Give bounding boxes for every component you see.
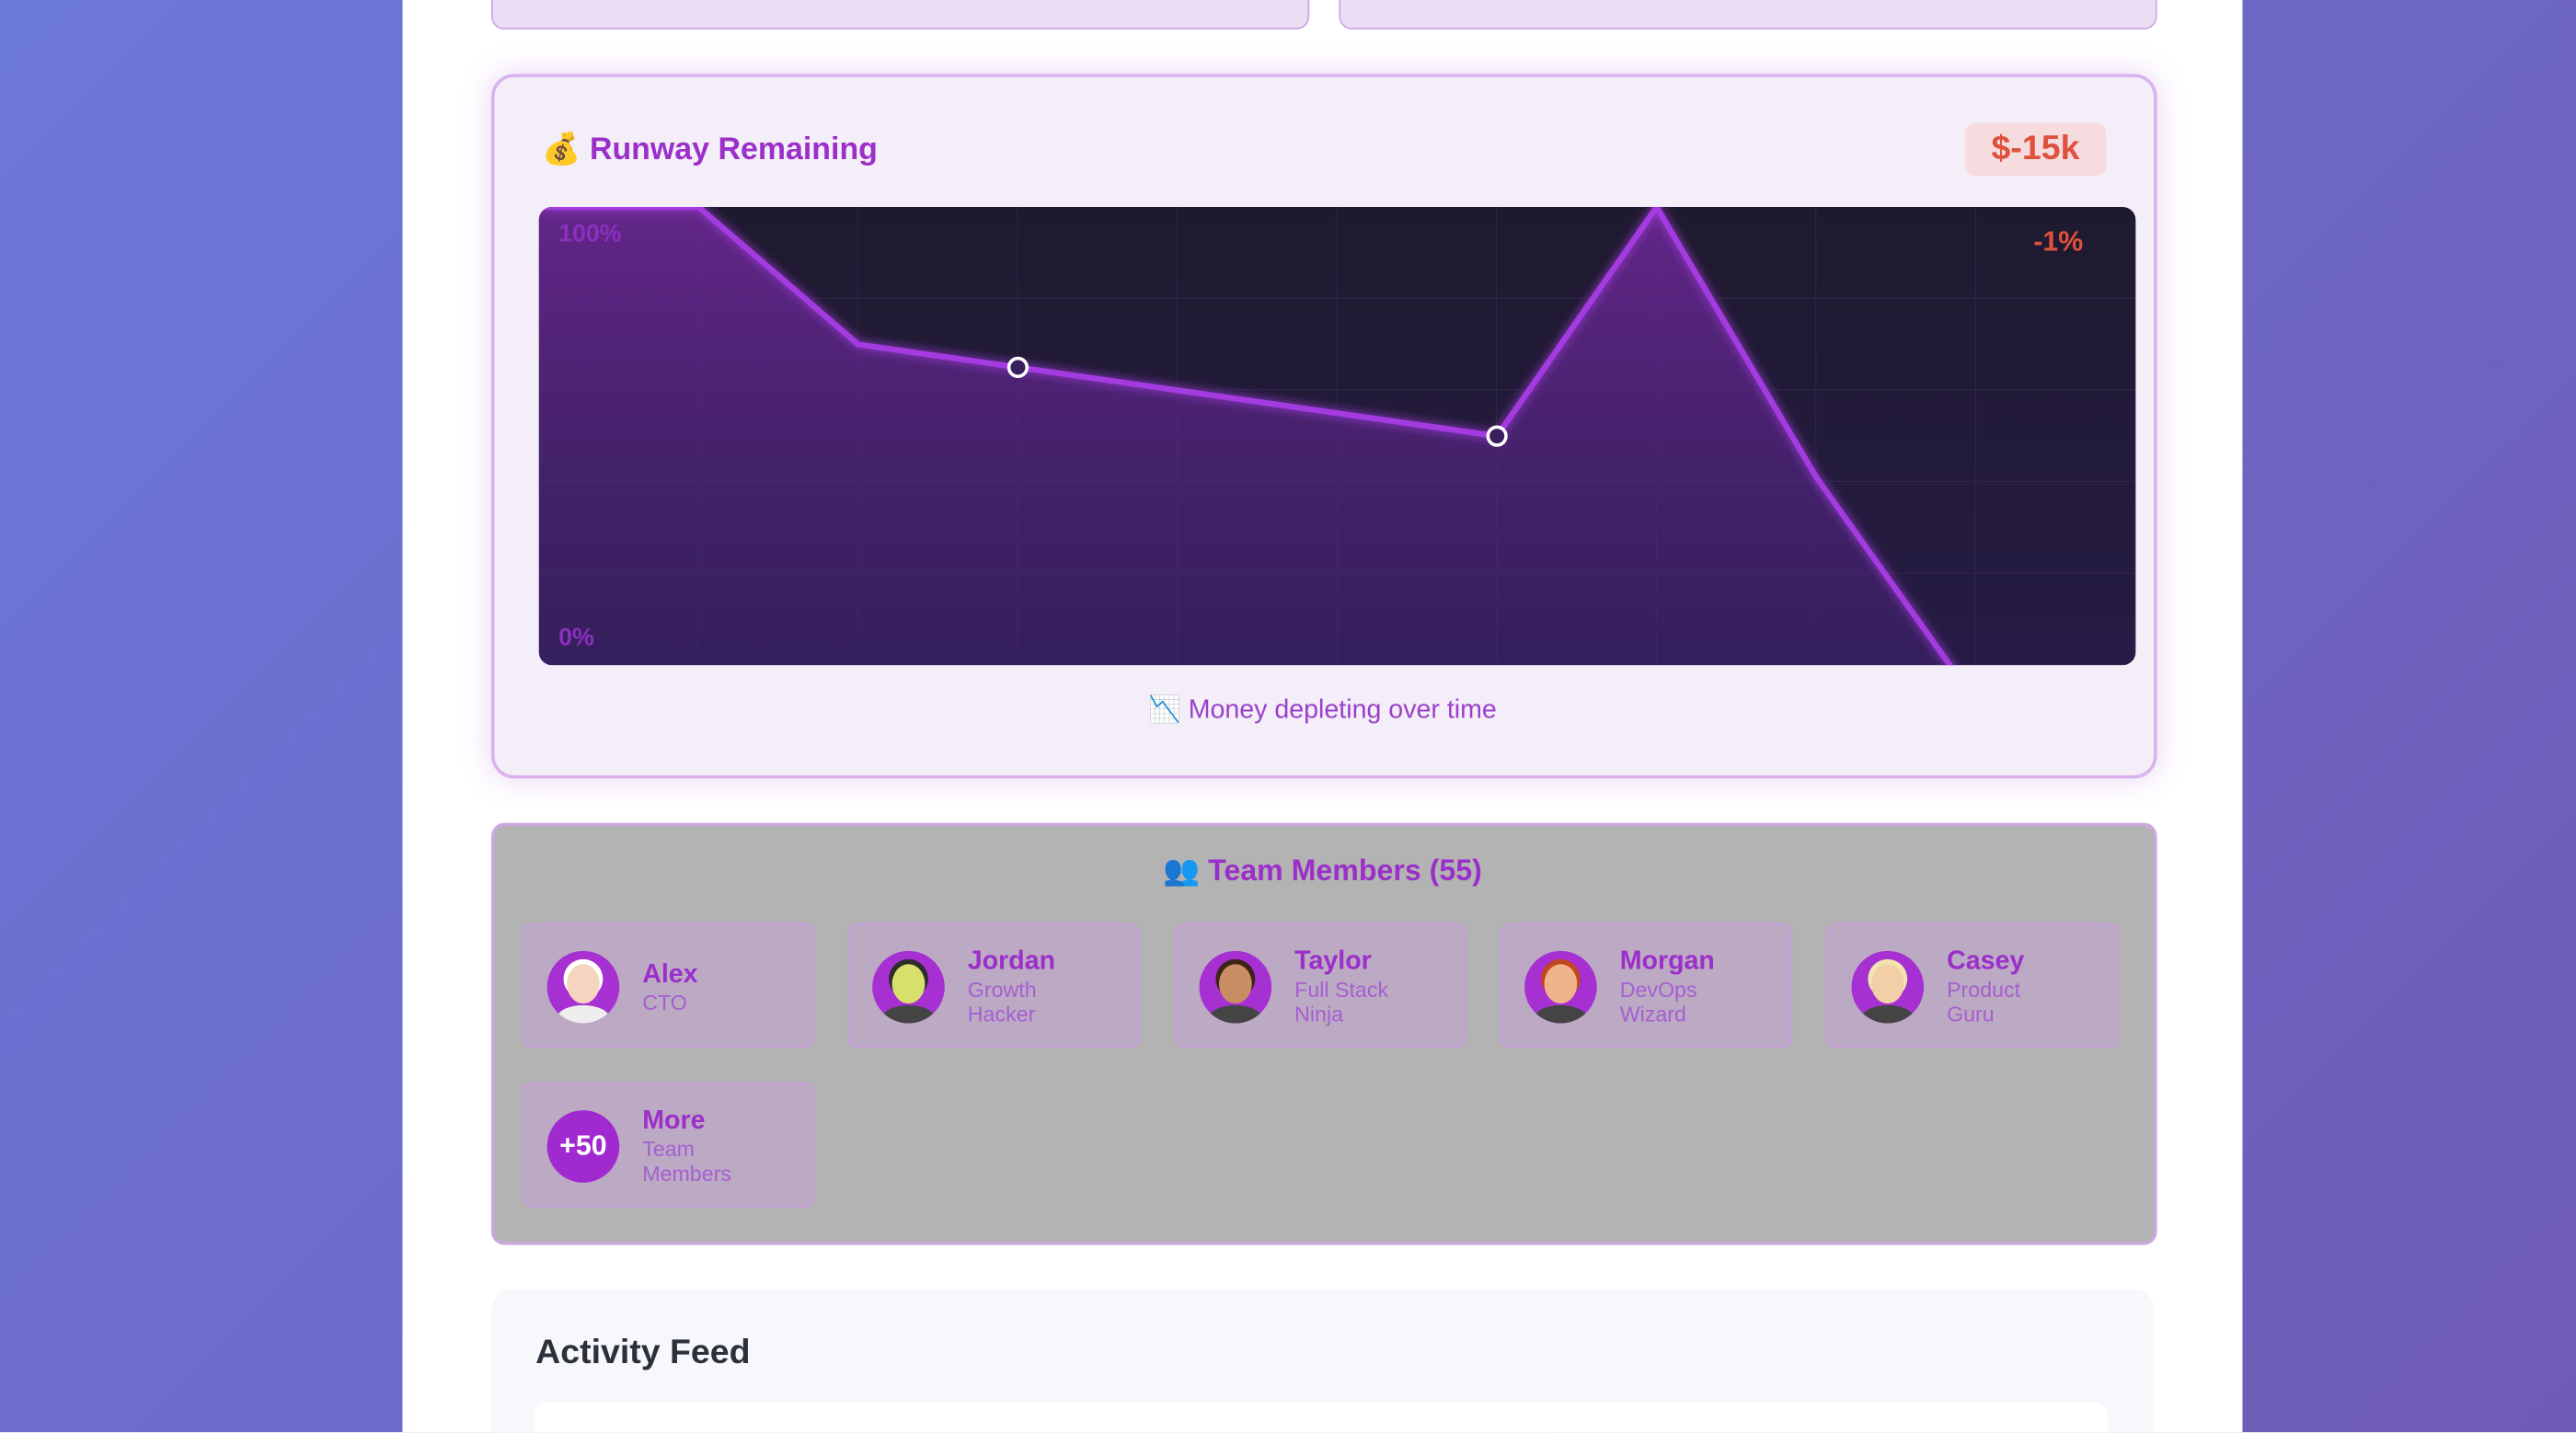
member-name: More xyxy=(642,1106,706,1135)
avatar-face xyxy=(1544,964,1578,1004)
avatar-body xyxy=(1861,1004,1915,1024)
y-tick-label: 100% xyxy=(558,219,622,246)
avatar-body xyxy=(881,1004,936,1024)
member-name: Jordan xyxy=(967,947,1056,976)
avatar xyxy=(546,950,620,1024)
avatar xyxy=(1851,950,1925,1024)
avatar-face xyxy=(891,964,926,1004)
member-name: Alex xyxy=(642,959,698,989)
avatar-face xyxy=(1218,964,1252,1004)
point-marker xyxy=(1486,425,1508,447)
member-name: Taylor xyxy=(1294,947,1372,976)
avatar-face xyxy=(1870,964,1904,1004)
member-role: CTO xyxy=(642,989,687,1015)
chart: 100% 0% -1% xyxy=(538,206,2136,666)
more-avatar: +50 xyxy=(546,1110,620,1183)
avatar xyxy=(872,950,945,1024)
member-role: Product Guru xyxy=(1947,977,2021,1027)
member-role: DevOps Wizard xyxy=(1619,977,1697,1027)
member-card: Casey Product Guru xyxy=(1826,923,2120,1049)
member-text: Alex CTO xyxy=(642,924,697,1049)
member-card: Morgan DevOps Wizard xyxy=(1500,923,1793,1049)
avatar-body xyxy=(1534,1004,1587,1024)
runway-badge: $-15k xyxy=(1964,122,2107,177)
member-card: +50 More Team Members xyxy=(522,1082,815,1209)
member-role: Team Members xyxy=(642,1136,731,1187)
feed-item xyxy=(534,1402,2109,1433)
team-title: 👥 Team Members (55) xyxy=(1163,854,1482,888)
avatar xyxy=(1524,950,1597,1024)
member-card: Jordan Growth Hacker xyxy=(847,923,1141,1049)
member-name: Morgan xyxy=(1619,947,1715,976)
member-text: Morgan DevOps Wizard xyxy=(1620,924,1735,1049)
avatar xyxy=(1199,950,1272,1024)
member-card: Taylor Full Stack Ninja xyxy=(1174,923,1467,1049)
area xyxy=(538,206,1976,666)
member-role: Full Stack Ninja xyxy=(1294,977,1389,1027)
line xyxy=(538,206,1979,666)
point-marker xyxy=(1006,356,1029,378)
avatar-body xyxy=(557,1004,610,1024)
avatar-body xyxy=(1209,1004,1262,1024)
chart-caption: 📉 Money depleting over time xyxy=(1148,696,1497,725)
member-text: Jordan Growth Hacker xyxy=(968,924,1083,1049)
member-name: Casey xyxy=(1947,947,2025,976)
stat-card xyxy=(490,0,1310,30)
member-role: Growth Hacker xyxy=(967,977,1037,1027)
member-card: Alex CTO xyxy=(522,923,815,1049)
chart-annotation: -1% xyxy=(2033,226,2083,257)
card-title: 💰 Runway Remaining xyxy=(542,132,878,168)
stat-card xyxy=(1339,0,2157,30)
y-tick-label: 0% xyxy=(558,624,594,651)
member-text: Casey Product Guru xyxy=(1947,924,2062,1049)
avatar-face xyxy=(567,964,600,1004)
member-text: Taylor Full Stack Ninja xyxy=(1294,924,1409,1049)
member-text: More Team Members xyxy=(642,1084,757,1209)
feed-title: Activity Feed xyxy=(535,1333,751,1372)
